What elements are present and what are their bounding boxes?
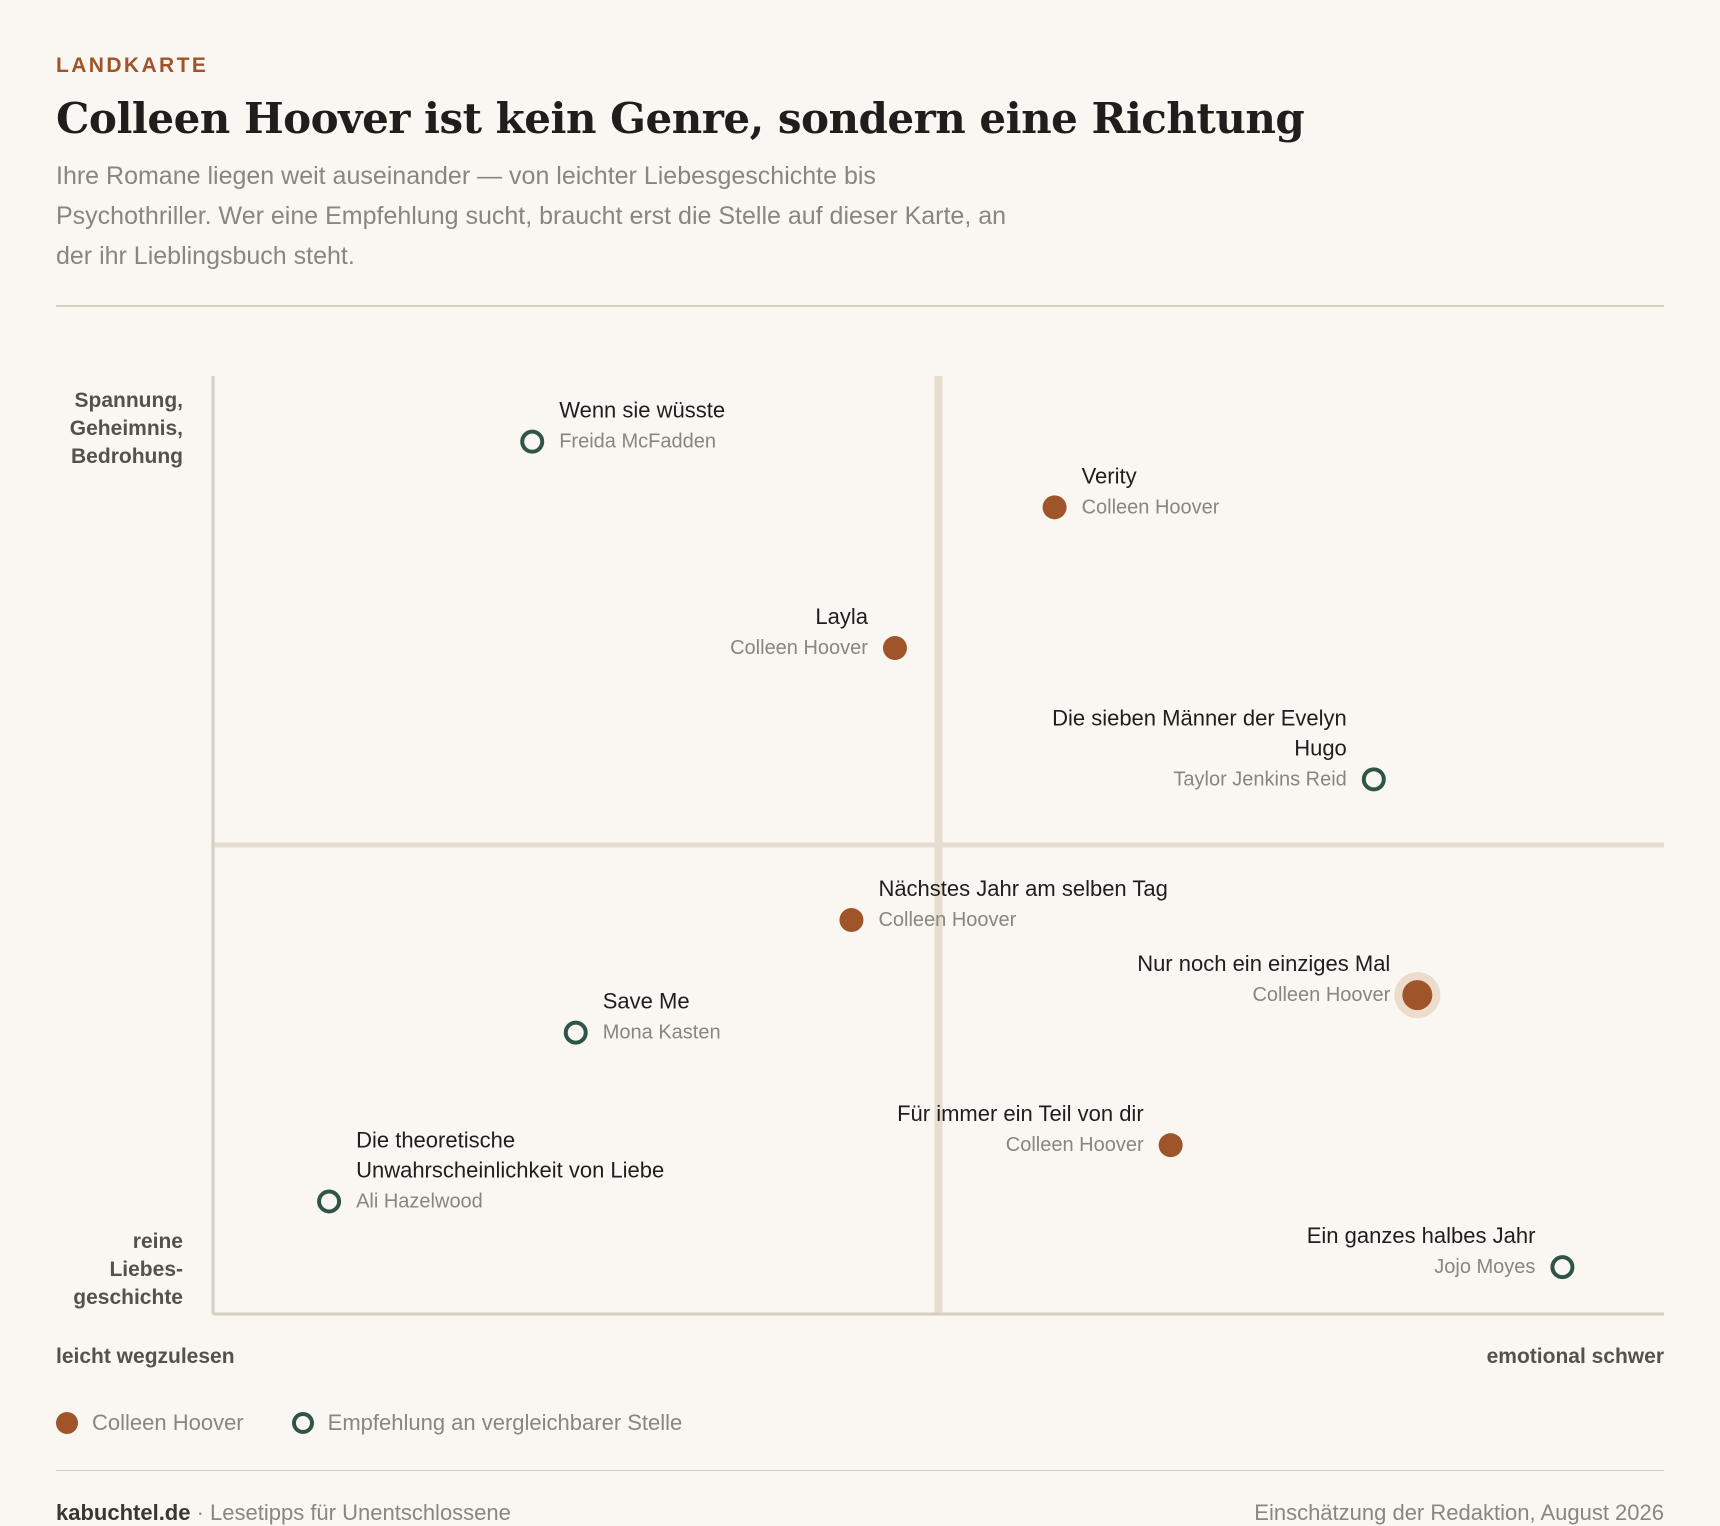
top-divider bbox=[56, 305, 1664, 307]
hoover-point-2-author: Colleen Hoover bbox=[730, 637, 868, 659]
page-title: Colleen Hoover ist kein Genre, sondern e… bbox=[56, 94, 1305, 143]
hoover-point-3-marker bbox=[839, 908, 864, 933]
hoover-point-1-author: Colleen Hoover bbox=[1082, 496, 1220, 518]
hoover-point-5-marker bbox=[1158, 1133, 1183, 1158]
footer-source: Einschätzung der Redaktion, August 2026 bbox=[1254, 1500, 1664, 1525]
footer-brand[interactable]: kabuchtel.de bbox=[56, 1500, 191, 1525]
hoover-point-3-title: Nächstes Jahr am selben Tag bbox=[878, 876, 1167, 901]
bottom-divider bbox=[56, 1470, 1664, 1471]
legend: Colleen Hoover Empfehlung an vergleichba… bbox=[56, 1410, 730, 1436]
open-circle-icon bbox=[291, 1412, 314, 1434]
recommendation-point-2-title: Die sieben Männer der Evelyn Hugo bbox=[1052, 705, 1347, 760]
hoover-point-2-marker bbox=[882, 636, 907, 661]
filled-dot-icon bbox=[56, 1412, 78, 1434]
recommendation-point-5-marker bbox=[1550, 1255, 1575, 1280]
legend-label-recommendation: Empfehlung an vergleichbarer Stelle bbox=[327, 1410, 683, 1435]
recommendation-point-1-title: Wenn sie wüsste bbox=[559, 398, 725, 423]
legend-item-recommendation: Empfehlung an vergleichbarer Stelle bbox=[291, 1410, 683, 1436]
legend-item-hoover: Colleen Hoover bbox=[56, 1410, 244, 1436]
recommendation-point-3-title: Save Me bbox=[603, 989, 690, 1014]
recommendation-point-5-author: Jojo Moyes bbox=[1434, 1256, 1535, 1278]
recommendation-point-1-marker bbox=[520, 429, 545, 454]
kicker: LANDKARTE bbox=[56, 54, 209, 77]
recommendation-point-3-marker bbox=[563, 1020, 588, 1045]
recommendation-point-3-author: Mona Kasten bbox=[603, 1022, 721, 1044]
hoover-point-4-author: Colleen Hoover bbox=[1252, 984, 1390, 1006]
recommendation-point-5-title: Ein ganzes halbes Jahr bbox=[1307, 1223, 1536, 1248]
hoover-point-3-author: Colleen Hoover bbox=[878, 909, 1016, 931]
legend-label-hoover: Colleen Hoover bbox=[92, 1410, 244, 1435]
y-axis-top-label: Spannung, Geheimnis, Bedrohung bbox=[70, 389, 183, 468]
recommendation-point-1-author: Freida McFadden bbox=[559, 431, 716, 453]
scatter-chart: Spannung, Geheimnis, Bedrohung reine Liebes-… bbox=[70, 376, 1664, 1316]
hoover-point-4-title: Nur noch ein einziges Mal bbox=[1137, 951, 1390, 976]
hoover-point-2-title: Layla bbox=[815, 604, 868, 629]
recommendation-point-4-title: Die theoretische Unwahrscheinlichkeit von… bbox=[356, 1127, 664, 1182]
recommendation-point-4-author: Ali Hazelwood bbox=[356, 1190, 483, 1212]
footer-brand-line: kabuchtel.de · Lesetipps für Unentschlos… bbox=[56, 1500, 511, 1526]
recommendation-point-4-marker bbox=[317, 1189, 342, 1214]
hoover-point-5-title: Für immer ein Teil von dir bbox=[897, 1101, 1144, 1126]
x-axis-max-label: emotional schwer bbox=[1486, 1345, 1664, 1368]
x-axis-min-label: leicht wegzulesen bbox=[56, 1345, 235, 1368]
y-axis-bottom-label: reine Liebes-geschichte bbox=[73, 1230, 183, 1309]
footer-tagline: · Lesetipps für Unentschlossene bbox=[190, 1500, 511, 1525]
hoover-point-1-marker bbox=[1042, 495, 1067, 520]
hoover-point-1-title: Verity bbox=[1082, 463, 1137, 488]
recommendation-point-2-author: Taylor Jenkins Reid bbox=[1173, 768, 1346, 790]
hoover-point-5-author: Colleen Hoover bbox=[1006, 1134, 1144, 1156]
hoover-point-4-marker bbox=[1402, 980, 1433, 1011]
recommendation-point-2-marker bbox=[1361, 767, 1386, 792]
subtitle: Ihre Romane liegen weit auseinander — vo… bbox=[56, 162, 1007, 270]
